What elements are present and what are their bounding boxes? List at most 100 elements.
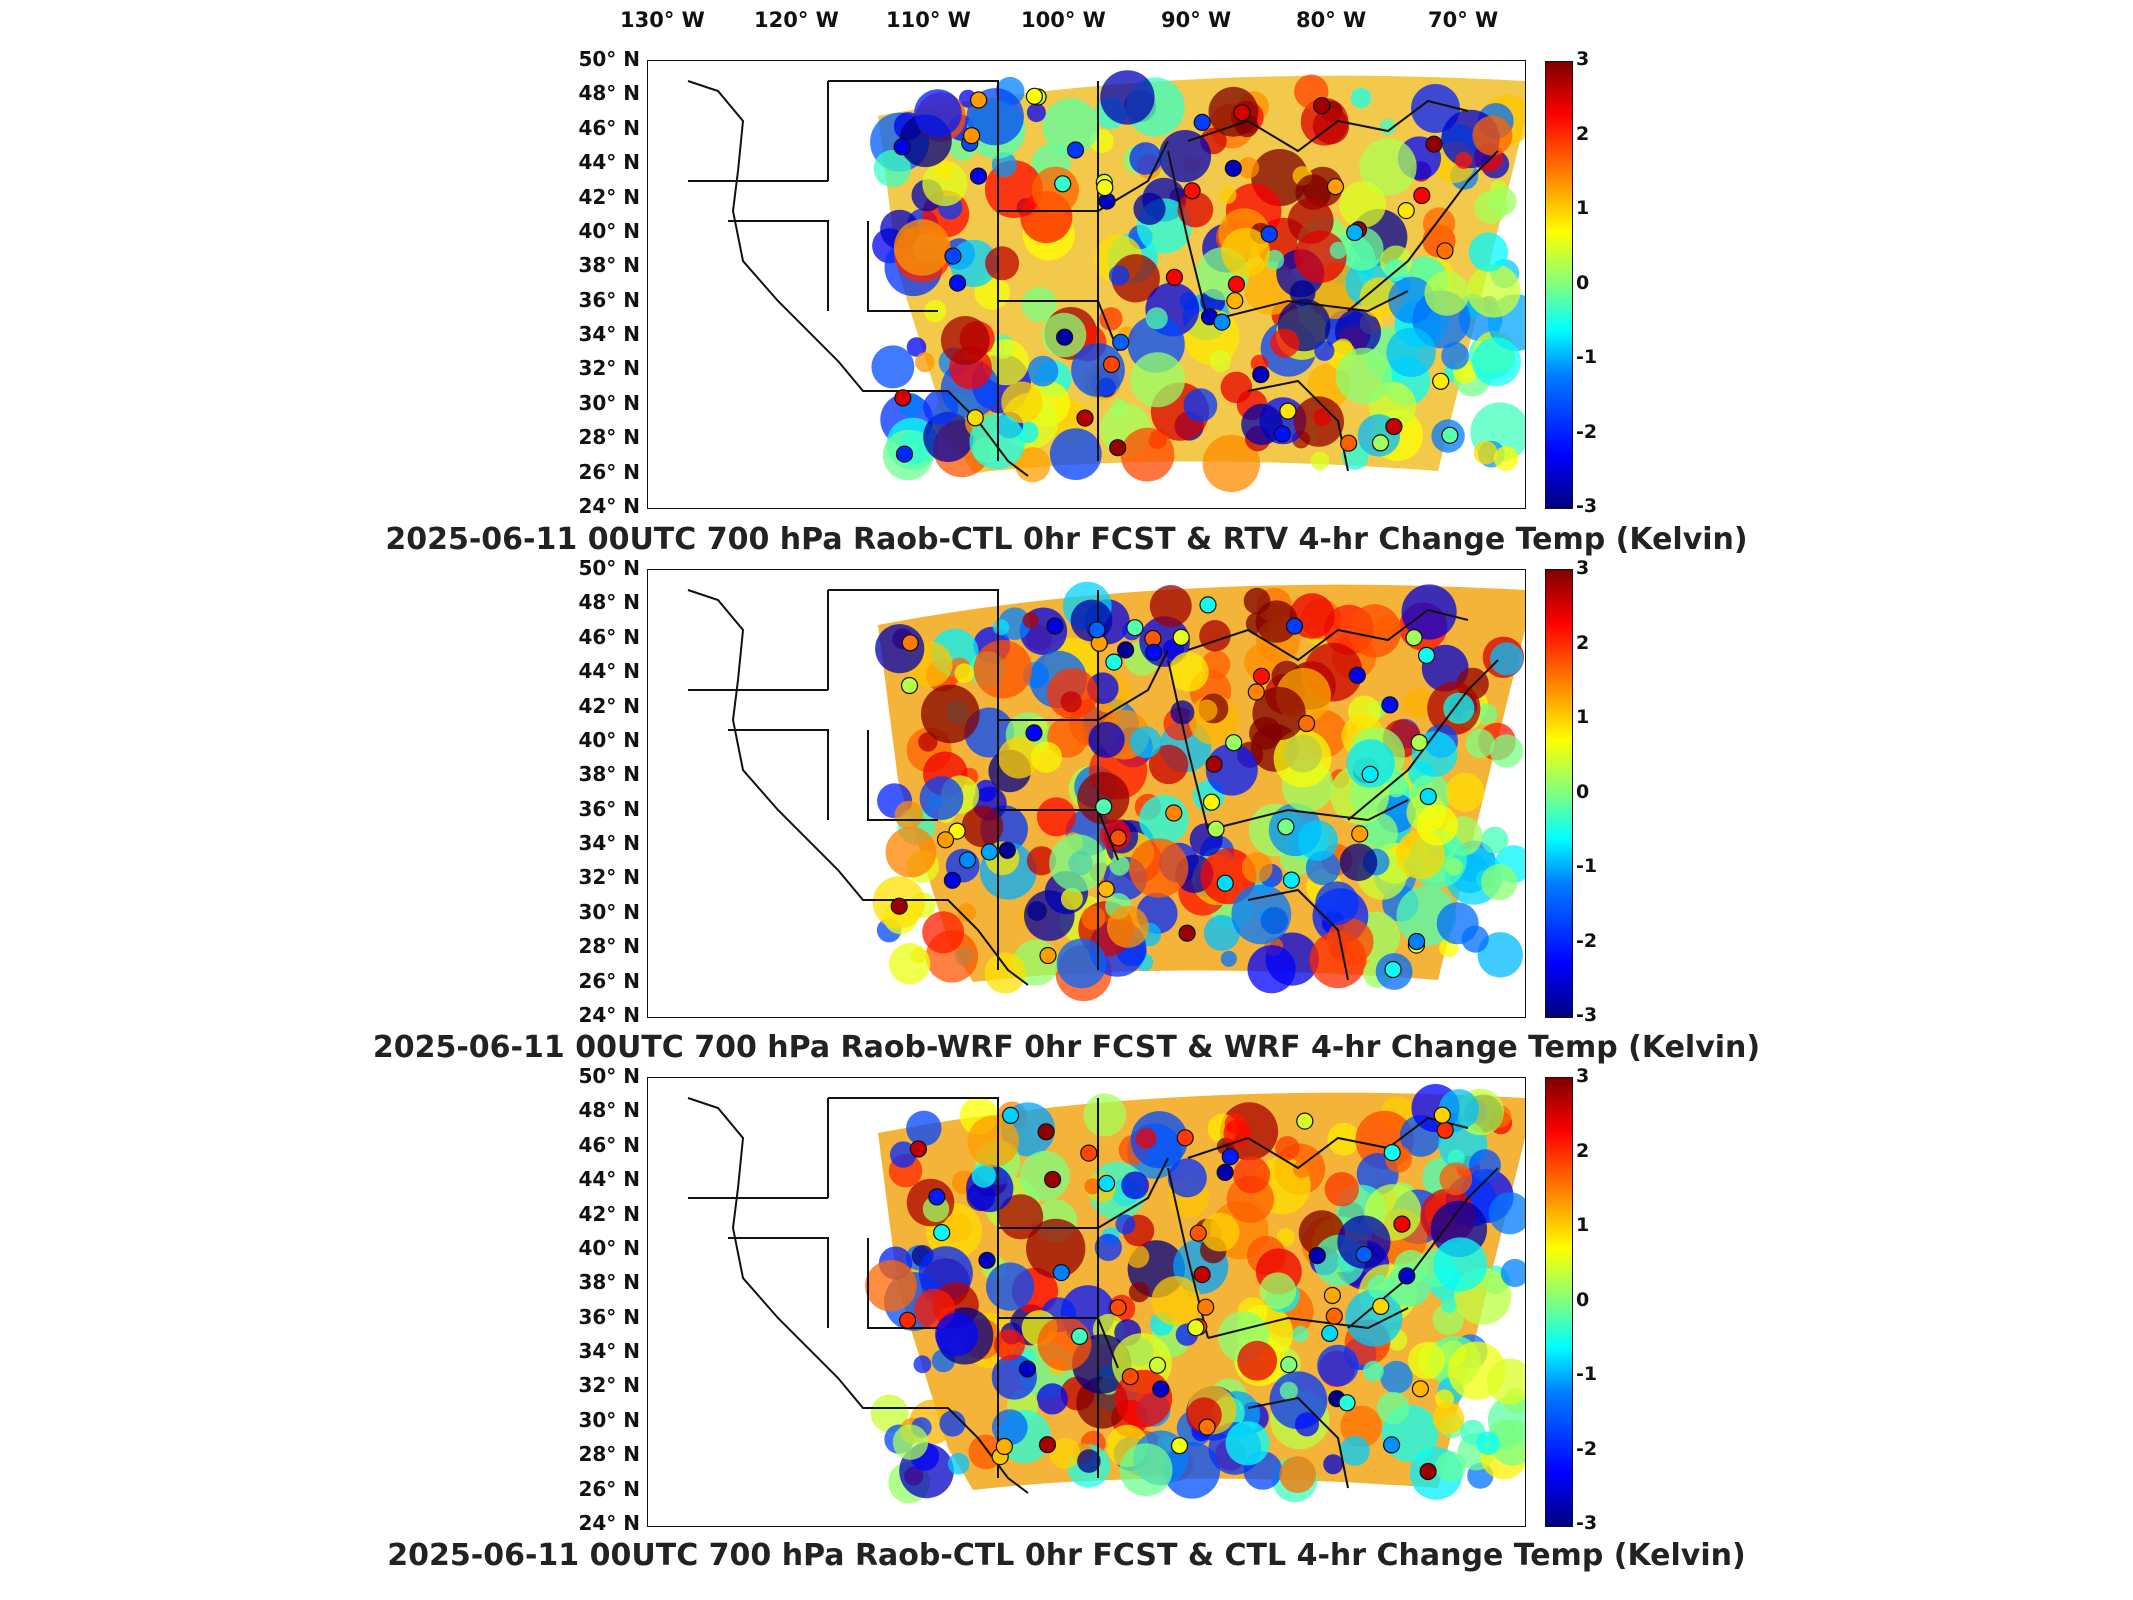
field-cell [935,1312,979,1357]
lat-label: 44° N [578,150,640,175]
station-marker [1097,880,1115,898]
station-marker [1197,1298,1215,1316]
colorbar-tick: 3 [1576,48,1590,70]
station-marker [1393,1215,1411,1233]
field-cell [1252,686,1306,741]
field-cell [1367,1274,1392,1300]
lat-label: 28° N [578,934,640,959]
field-cell [1241,403,1283,446]
station-marker [1202,793,1221,811]
field-cell [1130,352,1186,408]
station-marker [1280,1356,1298,1374]
station-marker [1339,434,1358,452]
station-marker [1018,1360,1037,1378]
station-marker [1187,1319,1205,1337]
field-cell [1026,846,1057,876]
field-cell [1297,820,1339,861]
map-panel-wrf: 50° N 48° N 46° N 44° N 42° N 40° N 38° N 36° N… [373,556,1760,1065]
field-cell [1255,600,1298,643]
station-marker [909,1140,927,1158]
field-cell [1049,428,1102,480]
field-cell [1386,327,1436,377]
field-cell [1472,337,1521,387]
station-marker [1338,1394,1356,1412]
station-marker [1189,1224,1207,1242]
field-cell [984,952,1026,994]
station-marker [944,247,962,265]
field-cell [1279,1456,1316,1493]
lat-label: 26° N [578,459,640,484]
station-marker [1071,1327,1089,1345]
station-marker [1407,932,1426,951]
field-cell [1487,186,1517,216]
field-cell [1350,87,1372,109]
field-cell [1168,652,1209,692]
station-marker [1080,1144,1098,1162]
colorbar-tick: 0 [1576,1288,1590,1311]
station-marker [948,822,966,840]
station-marker [1056,328,1074,346]
field-cell [1476,1431,1500,1456]
map-area [647,1077,1526,1527]
station-marker [1351,825,1369,843]
station-marker [1224,159,1242,177]
lat-label: 40° N [578,727,640,752]
temperature-field [865,1084,1525,1504]
station-marker [1221,1148,1239,1166]
field-cell [1337,1215,1391,1269]
panel-title: 2025-06-11 00UTC 700 hPa Raob-CTL 0hr FC… [385,522,1748,557]
colorbar-tick: -2 [1576,929,1598,952]
station-marker [1172,628,1190,647]
field-cell [986,1262,1035,1311]
field-cell [1440,1296,1457,1314]
lat-label: 42° N [578,184,640,209]
colorbar-tick: 1 [1576,197,1590,219]
temperature-map [687,70,1525,493]
station-marker [1326,178,1345,196]
colorbar-tick: 3 [1576,1065,1590,1087]
field-cell [1036,797,1076,837]
lat-label: 32° N [578,865,640,890]
field-cell [940,316,990,365]
colorbar [1545,1077,1573,1527]
station-marker [1038,1436,1057,1454]
field-cell [1363,1360,1384,1382]
boundary-line [687,1097,1029,1494]
station-marker [943,871,961,889]
lat-label: 50° N [578,1064,640,1088]
station-marker [1207,820,1225,838]
station-marker [1145,643,1163,662]
station-marker [1411,1380,1430,1398]
station-marker [1052,1264,1070,1282]
field-cell [1099,307,1123,331]
field-cell [1237,1340,1278,1381]
colorbar-tick: 0 [1576,780,1590,803]
lat-label: 32° N [578,356,640,381]
temperature-map [687,581,1525,1002]
field-cell [922,161,968,207]
field-cell [1403,687,1434,718]
station-marker [1109,439,1127,457]
field-cell [1209,350,1232,372]
station-marker [1325,1307,1343,1325]
field-cell [870,1394,909,1433]
field-cell [1177,191,1214,228]
station-marker [894,389,912,407]
station-marker [1205,755,1223,773]
field-cell [973,640,1033,699]
field-cell [1317,1344,1359,1387]
station-marker [1233,104,1251,122]
station-marker [1432,372,1450,390]
station-marker [1044,1170,1062,1189]
field-cell [1468,232,1508,272]
lat-label: 38° N [578,253,640,278]
field-cell [1380,1360,1413,1394]
station-marker [1126,619,1144,637]
field-cell [1030,741,1062,773]
field-cell [1416,804,1458,846]
field-cell [1490,642,1524,676]
field-cell [1083,1093,1127,1137]
field-cell [1077,772,1130,825]
field-cell [1027,355,1059,387]
